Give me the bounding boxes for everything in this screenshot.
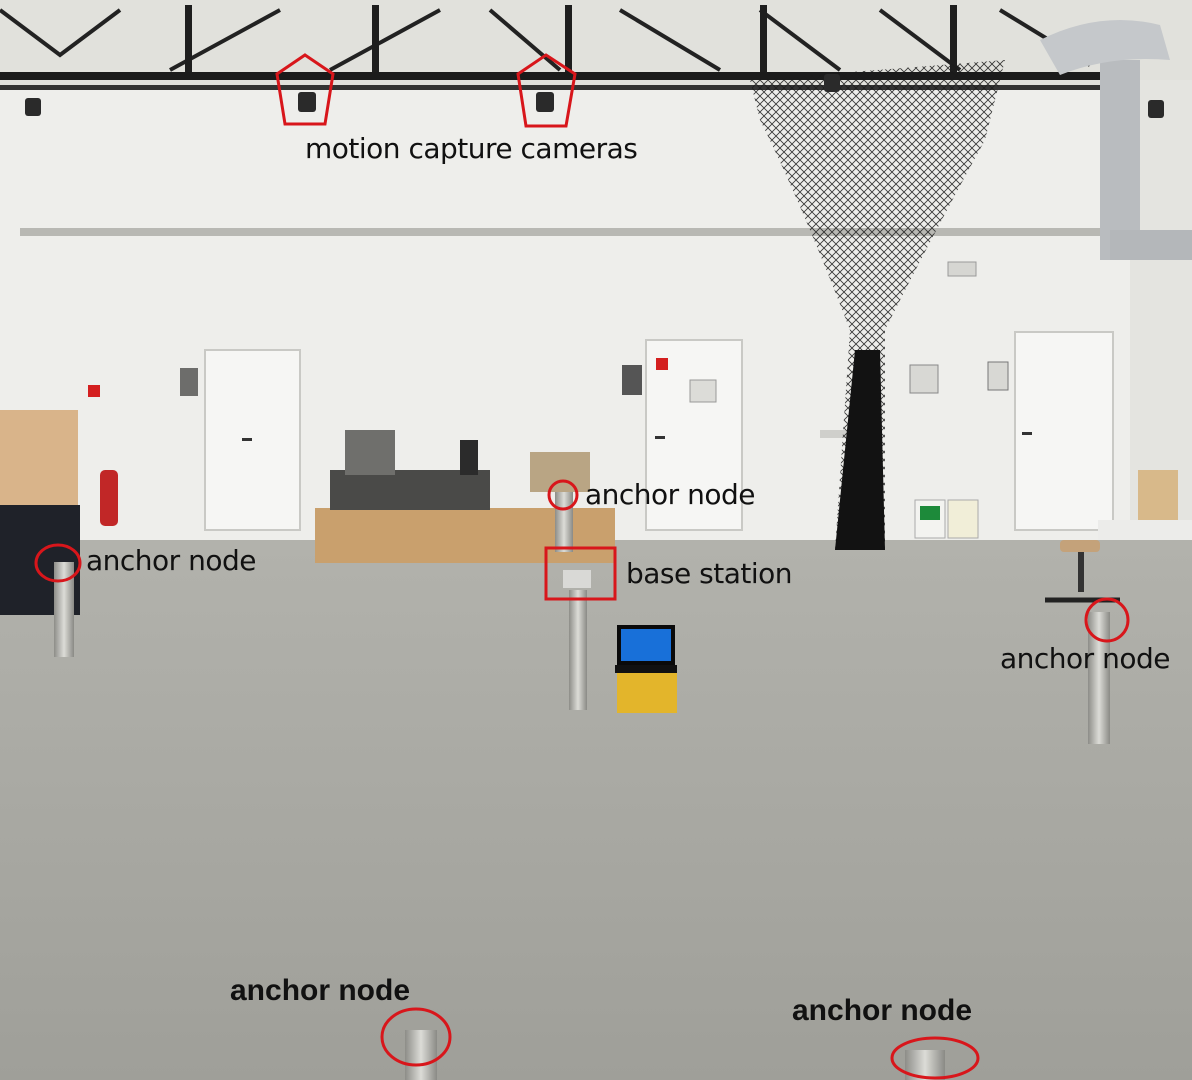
- camera-marker-1: [275, 53, 335, 126]
- label-anchor-node-center: anchor node: [585, 478, 755, 511]
- label-anchor-node-bottom-right: anchor node: [792, 994, 973, 1027]
- anchor-marker-right: [1084, 597, 1130, 643]
- anchor-marker-center: [547, 479, 579, 511]
- anchor-marker-left: [34, 543, 82, 583]
- red-markers: [34, 53, 1130, 1080]
- anchor-poles: [54, 492, 1110, 1080]
- label-motion-capture-cameras: motion capture cameras: [305, 132, 638, 165]
- ceiling: [0, 0, 1192, 95]
- furniture: [0, 410, 1192, 615]
- floor: [0, 540, 1192, 1080]
- base-station-marker: [544, 546, 617, 601]
- anchor-marker-bottom-right: [890, 1036, 980, 1080]
- laptop: [615, 625, 677, 713]
- anchor-marker-bottom-left: [380, 1007, 452, 1067]
- back-wall: [0, 20, 1192, 560]
- label-anchor-node-right: anchor node: [1000, 642, 1170, 675]
- camera-marker-2: [516, 53, 577, 128]
- motion-capture-cameras: [25, 74, 1164, 118]
- label-base-station: base station: [626, 557, 793, 590]
- label-anchor-node-left: anchor node: [86, 544, 256, 577]
- safety-net: [750, 60, 1005, 550]
- label-anchor-node-bottom-left: anchor node: [230, 974, 411, 1007]
- doors: [88, 331, 1114, 531]
